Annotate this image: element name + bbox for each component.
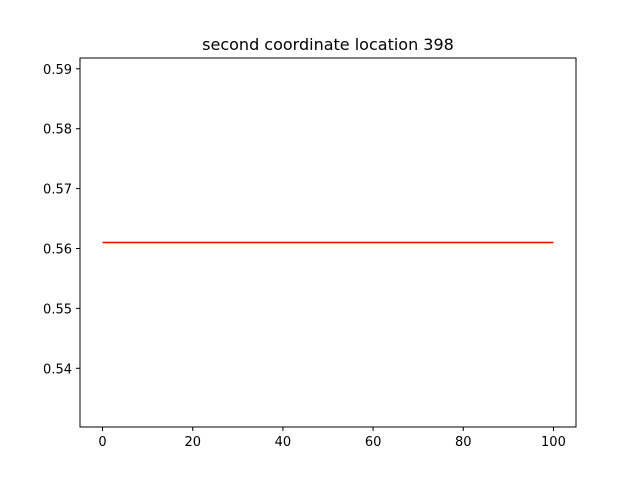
y-axis: 0.54 0.55 0.56 0.57 0.58 0.59 (43, 63, 80, 377)
y-tick-label: 0.57 (43, 183, 72, 198)
chart-title: second coordinate location 398 (202, 35, 454, 54)
x-tick-label: 100 (541, 435, 566, 450)
y-tick-label: 0.54 (43, 362, 72, 377)
y-tick-label: 0.55 (43, 302, 72, 317)
y-tick-label: 0.56 (43, 242, 72, 257)
y-tick-label: 0.59 (43, 63, 72, 78)
plot-frame (79, 57, 577, 428)
x-tick-label: 20 (184, 435, 201, 450)
x-tick-label: 80 (455, 435, 472, 450)
x-axis: 0 20 40 60 80 100 (98, 427, 566, 450)
y-tick-label: 0.58 (43, 123, 72, 138)
x-tick-label: 0 (98, 435, 106, 450)
x-tick-label: 40 (275, 435, 292, 450)
x-tick-label: 60 (365, 435, 382, 450)
